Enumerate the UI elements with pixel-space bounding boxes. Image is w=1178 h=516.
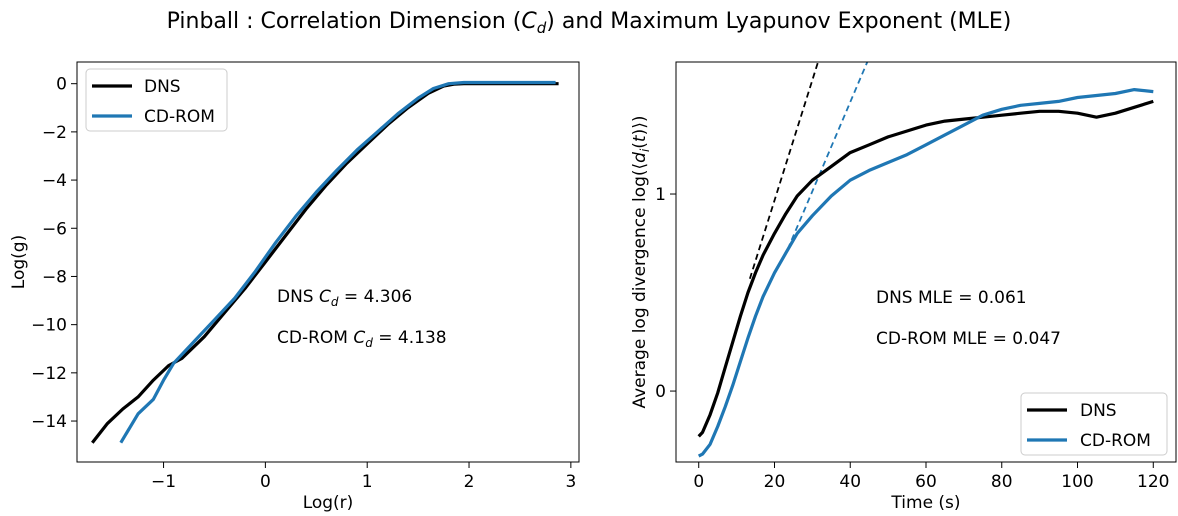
c1-x-tick-label: 0 [693,472,704,492]
c0-series-dns [91,82,559,444]
c0-x-tick-label: 1 [362,472,373,492]
c1-series-cd-rom [697,87,1154,458]
c1-y-tick-label: 0 [655,382,666,402]
c0-x-tick-label: 3 [565,472,576,492]
c0-x-ticks: −1 0 1 2 3 [151,462,576,492]
c1-fit-line-cd-rom [786,62,869,250]
c1-annotation-dns-mle: DNS MLE = 0.061 [876,288,1027,308]
c0-legend: DNS CD-ROM [85,68,228,132]
lyapunov-exponent-chart: 0 20 40 60 80 100 120 01 Time (s) Average log … [630,61,1177,513]
c1-legend: DNS CD-ROM [1020,392,1168,456]
c0-annotation-cdrom-cd: CD-ROM Cd = 4.138 [277,328,447,350]
c1-x-tick-label: 60 [915,472,937,492]
c1-y-ticks: 01 [655,185,676,402]
c0-series-cd-rom [119,80,556,444]
c0-y-ticks: 0 −2 −4 −6 −8 −10 −12 −14 [31,75,77,432]
c1-x-tick-label: 100 [1061,472,1093,492]
c0-y-tick-label: −6 [42,219,67,239]
c0-y-tick-label: 0 [56,75,67,95]
c1-fit-line-dns [749,62,819,280]
c0-legend-label-cdrom: CD-ROM [144,107,215,127]
c1-series-dns [697,99,1154,438]
c1-series-layer [697,62,1154,458]
c1-x-tick-label: 80 [991,472,1013,492]
c0-annotation-dns-cd: DNS Cd = 4.306 [277,287,412,309]
c0-y-tick-label: −2 [42,123,67,143]
c0-x-tick-label: 0 [260,472,271,492]
c0-series-layer [91,80,559,444]
c0-y-tick-label: −12 [31,364,67,384]
correlation-dimension-chart: −1 0 1 2 3 0−2−4−6−8−10−12−14 Log(r) Log(g) … [9,61,580,513]
c1-y-axis-label: Average log divergence log(⟨di(t)⟩) [630,115,652,408]
c1-x-tick-label: 120 [1137,472,1169,492]
c1-legend-label-cdrom: CD-ROM [1080,431,1151,451]
c1-x-ticks: 0 20 40 60 80 100 120 [693,462,1169,492]
c1-y-tick-label: 1 [655,185,666,205]
c0-x-tick-label: −1 [151,472,176,492]
c1-legend-label-dns: DNS [1080,401,1117,421]
c0-x-axis-label: Log(r) [303,493,354,513]
c0-x-tick-label: 2 [464,472,475,492]
c1-x-tick-label: 40 [839,472,861,492]
c0-y-axis-label: Log(g) [9,235,29,289]
c0-y-tick-label: −8 [42,267,67,287]
c0-y-tick-label: −10 [31,316,67,336]
c0-y-tick-label: −14 [31,412,67,432]
c0-y-tick-label: −4 [42,171,67,191]
figure-title: Pinball : Correlation Dimension (Cd) and… [167,9,1012,37]
c0-legend-label-dns: DNS [144,77,181,97]
c1-x-tick-label: 20 [764,472,786,492]
c0-plot-frame [76,61,580,463]
c1-annotation-cdrom-mle: CD-ROM MLE = 0.047 [876,329,1061,349]
c1-x-axis-label: Time (s) [890,493,960,513]
